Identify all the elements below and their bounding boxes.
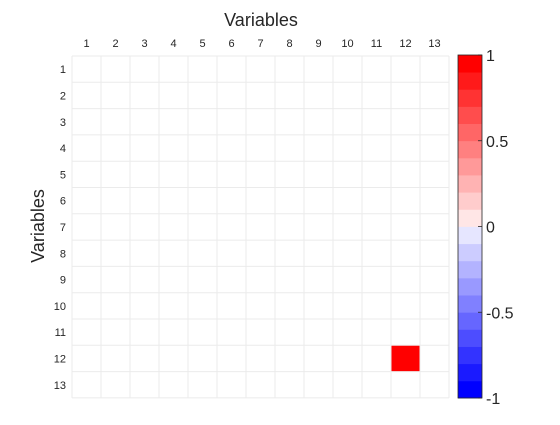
x-tick-label: 3 bbox=[141, 38, 147, 50]
y-axis-label: Variables bbox=[28, 189, 48, 263]
colorbar-segment bbox=[458, 243, 482, 262]
y-tick-label: 2 bbox=[60, 90, 66, 102]
x-tick-label: 2 bbox=[112, 38, 118, 50]
colorbar-segment bbox=[458, 157, 482, 176]
colorbar-segment bbox=[458, 140, 482, 159]
colorbar-tick-label: 0 bbox=[486, 220, 495, 237]
colorbar-segment bbox=[458, 72, 482, 90]
colorbar-segment bbox=[458, 123, 482, 142]
y-tick-label: 13 bbox=[54, 380, 66, 392]
colorbar-tick-label: -1 bbox=[486, 391, 500, 408]
x-tick-label: 7 bbox=[257, 38, 263, 50]
heatmap-cell bbox=[391, 345, 420, 372]
y-tick-label: 7 bbox=[60, 222, 66, 234]
y-tick-label: 12 bbox=[54, 353, 66, 365]
colorbar-tick-label: -0.5 bbox=[486, 305, 514, 322]
x-tick-label: 9 bbox=[315, 38, 321, 50]
y-tick-label: 1 bbox=[60, 64, 66, 76]
y-tick-label: 11 bbox=[55, 327, 66, 339]
colorbar-segment bbox=[458, 346, 482, 365]
colorbar-segment bbox=[458, 55, 482, 73]
colorbar-segment bbox=[458, 295, 482, 313]
colorbar-segment bbox=[458, 277, 482, 296]
colorbar-segment bbox=[458, 312, 482, 330]
colorbar-tick-label: 1 bbox=[486, 48, 495, 65]
x-tick-label: 5 bbox=[199, 38, 205, 50]
x-tick-label: 12 bbox=[399, 38, 411, 50]
y-tick-label: 5 bbox=[60, 169, 66, 181]
colorbar bbox=[457, 54, 483, 399]
x-tick-label: 10 bbox=[341, 38, 353, 50]
y-tick-label: 3 bbox=[60, 117, 66, 129]
colorbar-segment bbox=[458, 89, 482, 107]
y-tick-label: 9 bbox=[60, 275, 66, 287]
x-tick-labels: 1 2 3 4 5 6 7 8 9 10 11 12 13 bbox=[83, 38, 440, 50]
x-axis-label: Variables bbox=[224, 10, 298, 30]
colorbar-segment bbox=[458, 175, 482, 193]
y-tick-label: 8 bbox=[60, 248, 66, 260]
colorbar-segment bbox=[458, 192, 482, 210]
colorbar-segment bbox=[458, 380, 482, 399]
colorbar-tick-label: 0.5 bbox=[486, 134, 508, 151]
heatmap-cells bbox=[391, 345, 420, 372]
y-tick-label: 4 bbox=[60, 143, 66, 155]
colorbar-segment bbox=[458, 260, 482, 279]
x-tick-label: 11 bbox=[371, 38, 382, 50]
heatmap-grid bbox=[71, 55, 450, 399]
x-tick-label: 8 bbox=[286, 38, 292, 50]
y-tick-label: 6 bbox=[60, 196, 66, 208]
colorbar-segment bbox=[458, 363, 482, 382]
x-tick-label: 1 bbox=[83, 38, 89, 50]
colorbar-segment bbox=[458, 106, 482, 124]
colorbar-tick-labels: 1 0.5 0 -0.5 -1 bbox=[478, 48, 514, 408]
y-tick-label: 10 bbox=[54, 301, 66, 313]
colorbar-segment bbox=[458, 209, 482, 227]
x-tick-label: 4 bbox=[170, 38, 176, 50]
colorbar-segment bbox=[458, 226, 482, 245]
colorbar-segment bbox=[458, 329, 482, 347]
x-tick-label: 13 bbox=[428, 38, 440, 50]
x-tick-label: 6 bbox=[228, 38, 234, 50]
